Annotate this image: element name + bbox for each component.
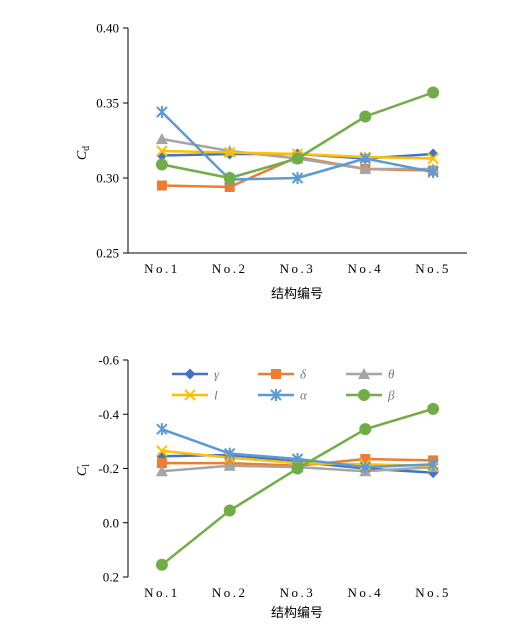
data-point: [291, 152, 304, 165]
legend-entry: β: [346, 388, 395, 403]
data-point: [155, 158, 168, 171]
x-axis-label: 结构编号: [271, 606, 323, 621]
data-point: [427, 458, 439, 471]
y-axis-ticks: -0.6 -0.4 -0.2 0.0 0.2: [98, 353, 128, 585]
x-tick-label: No.5: [415, 585, 451, 600]
legend-entry: θ: [346, 367, 395, 382]
data-point: [156, 458, 167, 469]
series-group: [155, 86, 440, 192]
x-tick-label: No.1: [144, 261, 180, 276]
data-point: [156, 445, 168, 457]
legend-label: γ: [214, 367, 220, 382]
legend-label: l: [214, 388, 218, 403]
data-point: [359, 423, 372, 436]
data-point: [155, 558, 168, 571]
x-axis-ticks: No.1 No.2 No.3 No.4 No.5: [144, 261, 451, 276]
legend-marker: [184, 389, 196, 401]
data-point: [223, 504, 236, 517]
x-tick-label: No.4: [347, 585, 383, 600]
legend-entry: γ: [172, 367, 220, 382]
series-circle: [155, 402, 440, 571]
y-tick-label: 0.30: [96, 171, 119, 186]
data-point: [291, 462, 304, 475]
y-axis-label-sub: l: [81, 464, 92, 467]
legend: γ δ θ l α β: [172, 367, 395, 403]
y-axis-label: Cl: [75, 464, 92, 476]
series-line: [161, 91, 434, 180]
y-axis-label-sub: d: [81, 146, 92, 151]
data-point: [223, 146, 236, 159]
data-point: [156, 106, 168, 118]
x-tick-label: No.5: [415, 261, 451, 276]
data-point: [155, 133, 168, 144]
y-axis-label: Cd: [75, 146, 92, 160]
x-tick-label: No.1: [144, 585, 180, 600]
legend-marker: [358, 368, 370, 379]
y-tick-label: -0.6: [98, 353, 119, 368]
data-point: [223, 447, 236, 460]
legend-marker: [270, 389, 282, 401]
series-line: [161, 407, 434, 566]
y-tick-label: 0.0: [103, 515, 119, 530]
y-axis-label-main: C: [75, 150, 90, 160]
data-point: [156, 145, 168, 157]
data-point: [427, 86, 440, 99]
legend-label: θ: [388, 367, 395, 382]
data-point: [360, 454, 371, 465]
data-point: [359, 163, 372, 174]
legend-entry: α: [258, 388, 308, 403]
y-axis-ticks: 0.25 0.30 0.35 0.40: [96, 21, 128, 261]
legend-marker: [271, 369, 281, 379]
legend-label: δ: [300, 367, 307, 382]
legend-entry: δ: [258, 367, 307, 382]
y-tick-label: 0.35: [96, 96, 119, 111]
series-star: [156, 423, 439, 474]
x-tick-label: No.3: [280, 261, 316, 276]
data-point: [156, 180, 167, 191]
data-point: [427, 166, 439, 178]
chart-lift-coefficient: -0.6-0.4-0.20.00.2 No.1 No.2 No.3 No.4 No.5 …: [75, 353, 451, 622]
data-point: [224, 182, 235, 192]
data-point: [359, 461, 372, 474]
data-point: [427, 152, 439, 165]
y-tick-label: 0.40: [96, 21, 119, 36]
data-point: [223, 459, 236, 471]
data-point: [427, 402, 440, 415]
legend-label: α: [300, 388, 308, 403]
data-point: [359, 110, 372, 123]
legend-marker: [358, 389, 370, 401]
legend-marker: [184, 368, 196, 380]
y-axis-label-main: C: [75, 466, 90, 476]
series-circle: [155, 86, 440, 184]
series-group: [155, 402, 440, 571]
data-point: [359, 152, 372, 165]
chart-drag-coefficient: 0.25 0.30 0.35 0.40 No.1 No.2 No.3 No.4 No.5 Cd…: [75, 21, 467, 302]
y-tick-label: 0.2: [103, 570, 119, 585]
x-tick-label: No.2: [212, 585, 248, 600]
x-axis-ticks: No.1 No.2 No.3 No.4 No.5: [144, 585, 451, 600]
y-tick-label: -0.4: [98, 407, 119, 422]
data-point: [291, 172, 304, 184]
x-tick-label: No.3: [280, 585, 316, 600]
y-tick-label: 0.25: [96, 246, 119, 261]
data-point: [155, 465, 168, 477]
x-tick-label: No.4: [347, 261, 383, 276]
legend-label: β: [387, 388, 395, 403]
legend-entry: l: [172, 388, 218, 403]
data-point: [156, 423, 168, 436]
y-tick-label: -0.2: [98, 461, 119, 476]
x-tick-label: No.2: [212, 261, 248, 276]
data-point: [223, 172, 236, 184]
x-axis-label: 结构编号: [271, 287, 323, 302]
